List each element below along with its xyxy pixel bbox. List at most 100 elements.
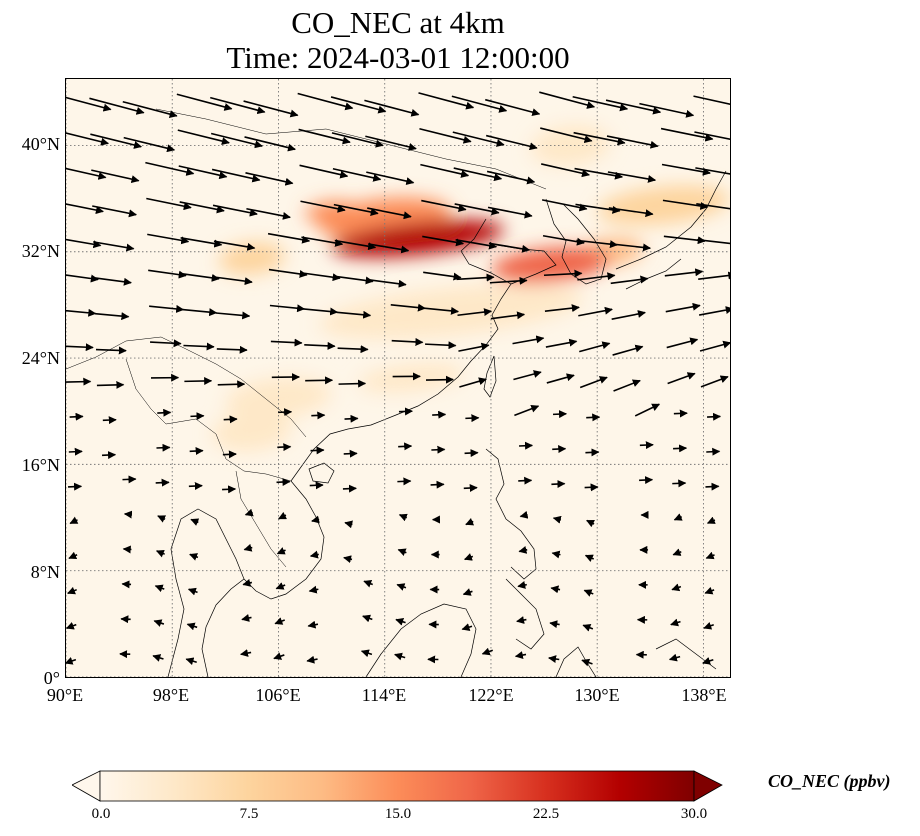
wind-arrow: [665, 302, 701, 313]
colorbar-tick: 7.5: [239, 806, 259, 822]
wind-arrow: [608, 207, 654, 218]
wind-arrow: [223, 415, 238, 424]
wind-arrow: [418, 92, 475, 110]
wind-arrow: [222, 450, 237, 459]
wind-arrow: [673, 513, 683, 521]
wind-arrow: [391, 337, 424, 346]
wind-arrow: [673, 444, 688, 453]
wind-arrow: [584, 554, 595, 562]
wind-arrow: [244, 508, 254, 517]
wind-arrow: [548, 655, 560, 663]
wind-arrow: [332, 167, 382, 182]
lon-tick-label: 106°E: [255, 685, 301, 705]
wind-arrow: [123, 510, 133, 519]
wind-arrow: [311, 515, 320, 524]
wind-arrow: [539, 91, 596, 109]
wind-arrow: [245, 172, 294, 186]
wind-arrow: [365, 135, 417, 151]
wind-arrow: [336, 310, 372, 319]
wind-arrow: [184, 377, 213, 385]
wind-arrow: [66, 132, 109, 146]
wind-arrow: [481, 647, 494, 656]
wind-arrow: [706, 447, 721, 456]
wind-arrow: [574, 167, 624, 180]
wind-arrow: [514, 404, 540, 417]
wind-arrow: [89, 97, 145, 115]
wind-arrow: [297, 92, 354, 111]
wind-arrow: [668, 653, 681, 662]
wind-arrow: [155, 478, 170, 487]
wind-arrow: [157, 515, 167, 523]
wind-arrow: [154, 584, 165, 593]
wind-arrow: [276, 547, 286, 555]
wind-arrow: [155, 549, 165, 558]
wind-arrow: [278, 408, 293, 417]
wind-arrow: [210, 96, 266, 115]
wind-arrow: [452, 131, 505, 147]
wind-arrow: [517, 581, 527, 589]
wind-arrow: [69, 516, 79, 525]
wind-arrow: [267, 232, 311, 244]
wind-arrow: [398, 442, 413, 451]
wind-arrow: [465, 414, 480, 423]
wind-arrow: [102, 416, 117, 425]
wind-arrow: [486, 170, 536, 185]
wind-arrow: [398, 407, 413, 416]
wind-arrow: [394, 652, 406, 661]
wind-arrow: [303, 307, 339, 316]
wind-arrow: [458, 342, 490, 352]
wind-arrow: [667, 372, 696, 385]
wind-arrow: [190, 412, 205, 421]
wind-arrow: [455, 239, 498, 250]
wind-arrow: [299, 164, 349, 179]
wind-arrow: [335, 275, 374, 285]
wind-arrow: [273, 652, 285, 660]
wind-arrow: [96, 380, 125, 389]
wind-arrow: [270, 338, 303, 347]
wind-arrow: [513, 370, 542, 381]
wind-arrow: [552, 515, 562, 524]
wind-arrow: [419, 127, 472, 144]
wind-arrow: [457, 308, 493, 317]
wind-arrow: [307, 620, 319, 629]
wind-arrow: [705, 482, 720, 491]
wind-arrow: [343, 449, 358, 458]
wind-arrow: [552, 410, 568, 419]
wind-arrow: [582, 624, 594, 632]
wind-arrow: [242, 578, 253, 587]
wind-arrow: [156, 443, 171, 452]
wind-arrow: [186, 622, 198, 631]
wind-arrow: [241, 614, 252, 622]
wind-arrow: [609, 242, 652, 252]
wind-arrow: [360, 649, 373, 658]
wind-arrow: [485, 98, 541, 117]
wind-arrow: [122, 545, 132, 554]
colorbar: [72, 770, 723, 802]
lat-tick-label: 32°N: [21, 241, 60, 261]
wind-arrow: [95, 346, 127, 355]
wind-arrow: [240, 649, 252, 657]
wind-arrow: [698, 271, 730, 280]
wind-arrow: [485, 134, 538, 151]
wind-arrow: [670, 618, 681, 627]
lon-tick-label: 138°E: [681, 685, 727, 705]
wind-arrow: [432, 410, 447, 419]
colorbar-gradient: [99, 770, 695, 802]
wind-arrow: [572, 95, 629, 112]
wind-arrow: [93, 241, 135, 252]
wind-arrow: [344, 414, 359, 423]
wind-arrow: [696, 202, 730, 210]
wind-arrow: [337, 345, 369, 354]
wind-arrow: [189, 553, 199, 561]
wind-arrow: [639, 102, 695, 118]
wind-arrow: [606, 135, 659, 149]
wind-arrow: [122, 100, 178, 118]
wind-arrow: [145, 161, 195, 176]
wind-arrow: [545, 338, 578, 348]
colorbar-tick: 0.0: [91, 806, 111, 822]
wind-arrow: [149, 304, 185, 313]
wind-arrow: [464, 449, 479, 458]
wind-arrow: [147, 233, 190, 245]
wind-arrow: [518, 441, 534, 450]
wind-arrow: [707, 412, 722, 421]
